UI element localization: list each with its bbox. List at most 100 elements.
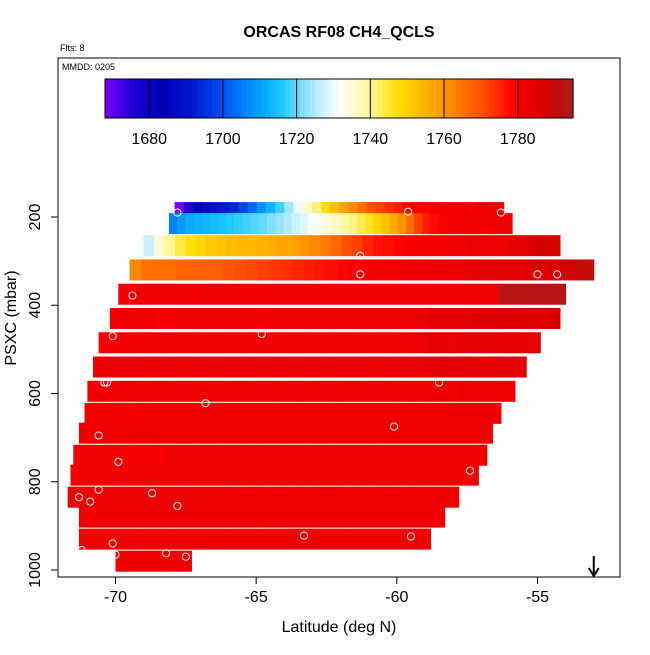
heat-cell <box>232 528 245 550</box>
heat-cell <box>280 422 292 444</box>
heat-cell <box>333 506 346 528</box>
heat-cell <box>115 550 127 572</box>
date-note: MMDD: 0205 <box>62 62 115 72</box>
heat-cell <box>396 259 409 281</box>
heat-cell <box>494 202 505 224</box>
heat-cell <box>180 550 192 572</box>
heat-cell <box>101 486 113 508</box>
heat-cell <box>477 259 490 281</box>
heat-cell <box>185 283 198 305</box>
sample-point <box>533 270 542 279</box>
heat-cell <box>436 486 449 508</box>
colorbar-swatch <box>460 79 467 118</box>
heat-cell <box>211 202 221 224</box>
heat-cell <box>157 422 169 444</box>
heat-cell <box>81 464 94 486</box>
colorbar-swatch <box>353 79 360 118</box>
heat-cell <box>411 506 423 528</box>
colorbar-swatch <box>212 79 218 118</box>
heat-cell <box>312 307 325 329</box>
sample-point <box>173 501 182 511</box>
heat-cell <box>213 422 225 444</box>
heat-cell <box>365 402 378 424</box>
colorbar-swatch <box>456 79 462 118</box>
flights-note: Flts: 8 <box>60 43 85 53</box>
chart-title: ORCAS RF08 CH4_QCLS <box>243 24 434 41</box>
heat-cell <box>453 444 466 466</box>
colorbar-swatch <box>436 79 442 118</box>
heat-cell <box>353 528 366 550</box>
colorbar-swatch <box>446 79 452 118</box>
heat-cell <box>274 444 287 466</box>
colorbar-tick-label: 1740 <box>353 131 389 148</box>
heat-cell <box>321 356 333 378</box>
colorbar-swatch <box>524 79 530 118</box>
colorbar-swatch <box>304 79 311 118</box>
heat-cell <box>397 444 410 466</box>
sample-point <box>434 378 444 387</box>
heat-cell <box>403 422 415 444</box>
y-tick-label: 200 <box>27 204 44 231</box>
heat-cell <box>340 213 350 235</box>
heat-cell <box>388 402 401 424</box>
heat-cell <box>481 380 493 402</box>
plot-frame <box>57 57 621 578</box>
heat-cell <box>286 283 298 305</box>
heat-cell <box>518 235 530 257</box>
sample-point <box>77 546 86 555</box>
heat-cell <box>386 444 398 466</box>
heat-cell <box>356 213 366 235</box>
sample-point <box>356 251 365 260</box>
heat-cell <box>101 506 113 528</box>
heat-cell <box>347 422 359 444</box>
heat-cell <box>155 332 168 354</box>
sample-point <box>257 329 266 339</box>
colorbar-swatch <box>119 79 126 118</box>
heat-cell <box>375 444 387 466</box>
heat-cell <box>487 235 499 257</box>
heat-cell <box>196 283 209 305</box>
heat-cell <box>243 528 256 550</box>
heat-cell <box>393 332 405 354</box>
heat-cell <box>323 380 336 402</box>
heat-cell <box>268 332 281 354</box>
heat-cell <box>229 444 242 466</box>
heat-cell <box>152 259 165 281</box>
heat-cell <box>403 235 415 257</box>
colorbar-swatch <box>124 79 130 118</box>
sample-point <box>74 493 84 502</box>
heat-cell <box>369 486 382 508</box>
heat-cell <box>218 356 231 378</box>
heat-cell <box>442 259 456 281</box>
heat-cell <box>313 486 326 508</box>
heat-cell <box>263 444 275 466</box>
heat-cell <box>197 402 209 424</box>
colorbar-tick-label: 1760 <box>426 131 462 148</box>
heat-cell <box>177 528 190 550</box>
heat-cell <box>376 464 389 486</box>
y-tick-label: 600 <box>27 380 44 407</box>
heat-cell <box>475 444 488 466</box>
heat-cell <box>280 259 293 281</box>
heat-cell <box>455 402 468 424</box>
heat-cell <box>157 486 169 508</box>
heat-cell <box>332 356 345 378</box>
y-tick-label: 400 <box>27 292 44 319</box>
x-axis-label: Latitude (deg N) <box>282 619 397 636</box>
heat-cell <box>137 550 149 572</box>
colorbar-swatch <box>158 79 165 118</box>
heat-cell <box>188 528 201 550</box>
heat-cell <box>245 332 258 354</box>
heat-cell <box>212 486 225 508</box>
heat-cell <box>331 464 343 486</box>
heat-cell <box>409 283 421 305</box>
colorbar-swatch <box>490 79 496 118</box>
colorbar-swatch <box>465 79 472 118</box>
heat-cell <box>497 235 509 257</box>
heat-cell <box>492 380 505 402</box>
heat-cell <box>300 506 313 528</box>
heat-cell <box>457 356 470 378</box>
heat-cell <box>297 464 309 486</box>
x-tick-label: -60 <box>385 589 408 606</box>
